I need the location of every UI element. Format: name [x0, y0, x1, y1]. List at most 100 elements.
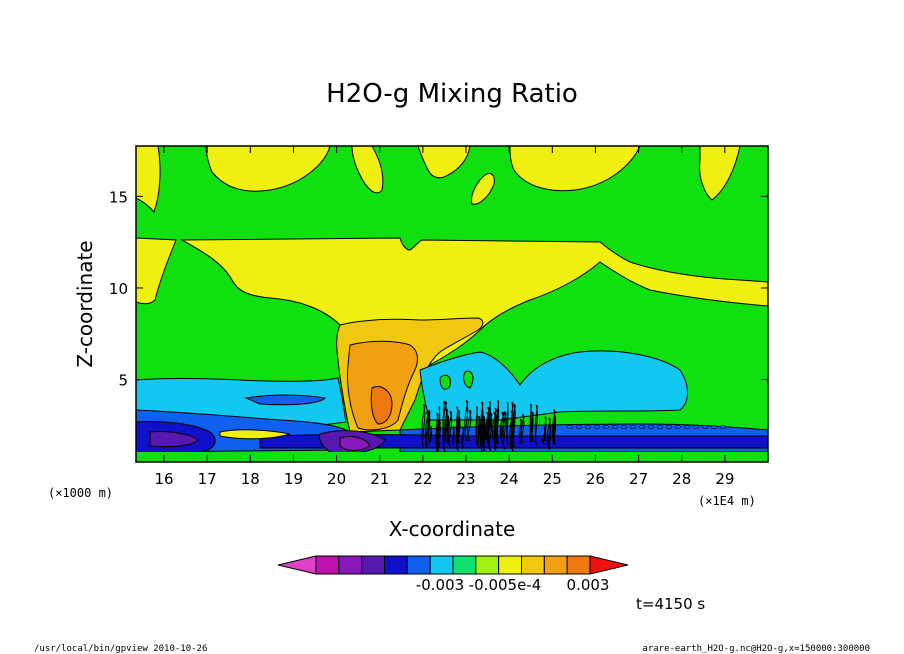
contour-line: [486, 407, 490, 446]
x-axis-title: X-coordinate: [389, 517, 516, 541]
colorbar-swatch: [498, 555, 522, 575]
contour-line: [534, 404, 538, 445]
contour-line: [479, 401, 484, 453]
colorbar-swatch: [429, 555, 454, 575]
surface-layer: [136, 452, 768, 462]
x-tick-label: 28: [672, 470, 691, 488]
anvil-yellow-region: [136, 237, 177, 305]
upper-yellow-region: [205, 146, 331, 192]
contour-line: [446, 415, 450, 445]
contour-line: [620, 425, 628, 429]
contour-line: [464, 400, 469, 442]
contour-line: [491, 412, 497, 442]
contour-line: [510, 404, 514, 449]
y-tick-label: 5: [118, 372, 128, 390]
contour-line: [611, 425, 619, 429]
contour-line: [692, 425, 700, 429]
contour-line: [493, 407, 497, 445]
contour-line: [506, 402, 509, 446]
contour-line: [496, 400, 500, 445]
contour-line: [448, 411, 453, 449]
contour-line: [602, 425, 610, 429]
contour-line: [421, 404, 426, 449]
contour-line: [552, 409, 556, 446]
colorbar-label: -0.005e-4: [469, 576, 542, 594]
contour-line: [647, 425, 655, 429]
contour-line: [482, 416, 486, 452]
x-tick-label: 25: [543, 470, 562, 488]
colorbar-swatch: [543, 555, 568, 575]
y-tick-label: 15: [109, 188, 128, 206]
upper-yellow-region: [471, 173, 495, 205]
colorbar-extend-high: [589, 555, 629, 575]
plot-frame: [135, 145, 769, 463]
colorbar-swatch: [315, 555, 340, 575]
colorbar-label: -0.003: [416, 576, 464, 594]
x-tick-label: 24: [500, 470, 519, 488]
x-tick-label: 20: [327, 470, 346, 488]
contour-line: [701, 425, 709, 429]
contour-line: [593, 425, 601, 429]
contour-line: [502, 411, 507, 450]
x-tick-label: 23: [456, 470, 475, 488]
x-tick-label: 29: [715, 470, 734, 488]
colorbar-extend-low: [277, 555, 317, 575]
colorbar: [277, 555, 629, 575]
plot-area: [136, 146, 768, 462]
chart-title: H2O-g Mixing Ratio: [326, 79, 578, 109]
contour-line: [575, 425, 583, 429]
contour-line: [518, 418, 522, 444]
upper-yellow-region: [136, 146, 161, 213]
x-axis: 16 17 18 19 20 21 22 23 24 25 26 27 28 29: [154, 146, 734, 488]
contour-line: [638, 425, 646, 429]
dark-band: [339, 435, 371, 451]
contour-line: [584, 425, 592, 429]
x-tick-label: 21: [370, 470, 389, 488]
contour-line: [553, 417, 557, 445]
contour-line: [719, 425, 727, 429]
colorbar-swatch: [338, 555, 363, 575]
y-tick-label: 10: [109, 280, 128, 298]
contour-line: [436, 421, 441, 448]
contour-line: [674, 425, 682, 429]
y-axis: 5 10 15: [109, 188, 768, 390]
contour-line: [546, 418, 551, 450]
upper-yellow-region: [417, 146, 471, 179]
x-tick-label: 19: [284, 470, 303, 488]
timestamp: t=4150 s: [636, 595, 705, 613]
contour-line: [683, 425, 691, 429]
contour-line: [477, 416, 481, 449]
colorbar-labels: -0.003 -0.005e-4 0.003: [416, 576, 610, 594]
light-blue-layer: [419, 350, 688, 421]
contour-line: [499, 412, 505, 442]
contour-line: [429, 425, 433, 442]
colorbar-swatch: [406, 555, 431, 575]
colorbar-swatch: [566, 555, 591, 575]
contour-line: [461, 426, 465, 448]
contour-line: [475, 406, 479, 445]
footer-right: arare-earth_H2O-g.nc@H2O-g,x=150000:3000…: [642, 644, 870, 654]
contour-line: [665, 425, 673, 429]
contour-line: [542, 427, 547, 446]
y-unit-label: (×1000 m): [48, 486, 113, 500]
contour-line: [629, 425, 637, 429]
contour-line: [467, 410, 472, 442]
x-unit-label: (×1E4 m): [698, 494, 756, 508]
contour-line: [443, 419, 448, 444]
colorbar-swatch: [361, 555, 385, 575]
footer-left: /usr/local/bin/gpview 2010-10-26: [34, 644, 207, 654]
colorbar-swatch: [384, 555, 408, 575]
light-blue-layer: [439, 374, 451, 390]
contour-line: [442, 400, 446, 442]
x-tick-label: 18: [241, 470, 260, 488]
contour-line: [452, 426, 455, 446]
contour-line: [456, 417, 461, 442]
blue-band: [244, 394, 326, 406]
upper-yellow-region: [509, 146, 641, 192]
x-tick-label: 16: [154, 470, 173, 488]
y-axis-title: Z-coordinate: [73, 240, 97, 367]
colorbar-label: 0.003: [567, 576, 610, 594]
contour-line: [488, 412, 493, 452]
surface-layer: [219, 429, 291, 440]
